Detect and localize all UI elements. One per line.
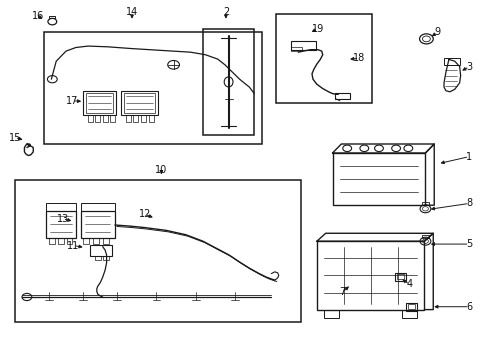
Text: 10: 10 — [155, 165, 167, 175]
Bar — [66, 238, 72, 244]
Bar — [46, 211, 76, 238]
Bar — [149, 115, 154, 122]
Text: 8: 8 — [466, 198, 471, 208]
Bar — [95, 115, 100, 122]
Text: 16: 16 — [32, 11, 44, 21]
Bar — [443, 58, 459, 65]
Bar — [88, 115, 93, 122]
Text: 9: 9 — [434, 27, 440, 37]
Bar — [102, 115, 107, 122]
Text: 13: 13 — [56, 214, 69, 224]
Text: 5: 5 — [466, 239, 471, 249]
Bar — [93, 238, 99, 244]
Text: 18: 18 — [352, 53, 365, 63]
Bar — [332, 153, 425, 205]
Bar — [405, 303, 416, 311]
Bar — [102, 256, 108, 260]
Bar — [396, 274, 403, 279]
Bar — [15, 180, 300, 322]
Text: 12: 12 — [138, 209, 151, 219]
Bar — [291, 41, 315, 50]
Bar — [402, 310, 416, 318]
Text: 3: 3 — [466, 62, 471, 72]
Bar — [44, 32, 261, 144]
Text: 4: 4 — [406, 279, 412, 289]
Bar — [334, 93, 349, 99]
Bar — [49, 16, 55, 18]
Bar — [291, 47, 302, 51]
Text: 1: 1 — [466, 152, 471, 162]
Bar — [141, 115, 145, 122]
Text: 19: 19 — [311, 24, 324, 34]
Bar — [133, 115, 138, 122]
Bar — [81, 203, 115, 211]
Bar — [203, 29, 254, 135]
Bar — [421, 202, 428, 205]
Bar — [316, 241, 424, 310]
Bar — [58, 238, 63, 244]
Bar — [407, 304, 414, 309]
Text: 6: 6 — [466, 302, 471, 312]
Text: 2: 2 — [223, 6, 228, 17]
Bar — [83, 238, 89, 244]
Bar — [81, 211, 115, 238]
Bar — [421, 235, 428, 238]
Text: 17: 17 — [66, 96, 79, 106]
Bar — [46, 203, 76, 211]
Bar — [102, 238, 109, 244]
Text: 11: 11 — [67, 240, 80, 251]
Text: 7: 7 — [339, 287, 345, 297]
Bar — [124, 93, 155, 113]
Bar — [83, 91, 116, 115]
Bar — [95, 256, 101, 260]
Bar — [110, 115, 115, 122]
Bar — [276, 14, 371, 103]
Bar — [394, 273, 405, 281]
Bar — [49, 238, 55, 244]
Bar — [121, 91, 158, 115]
Bar — [324, 310, 338, 318]
Text: 14: 14 — [125, 6, 138, 17]
Bar — [86, 93, 113, 113]
Text: 15: 15 — [8, 132, 21, 143]
Bar — [90, 245, 112, 256]
Bar — [126, 115, 131, 122]
